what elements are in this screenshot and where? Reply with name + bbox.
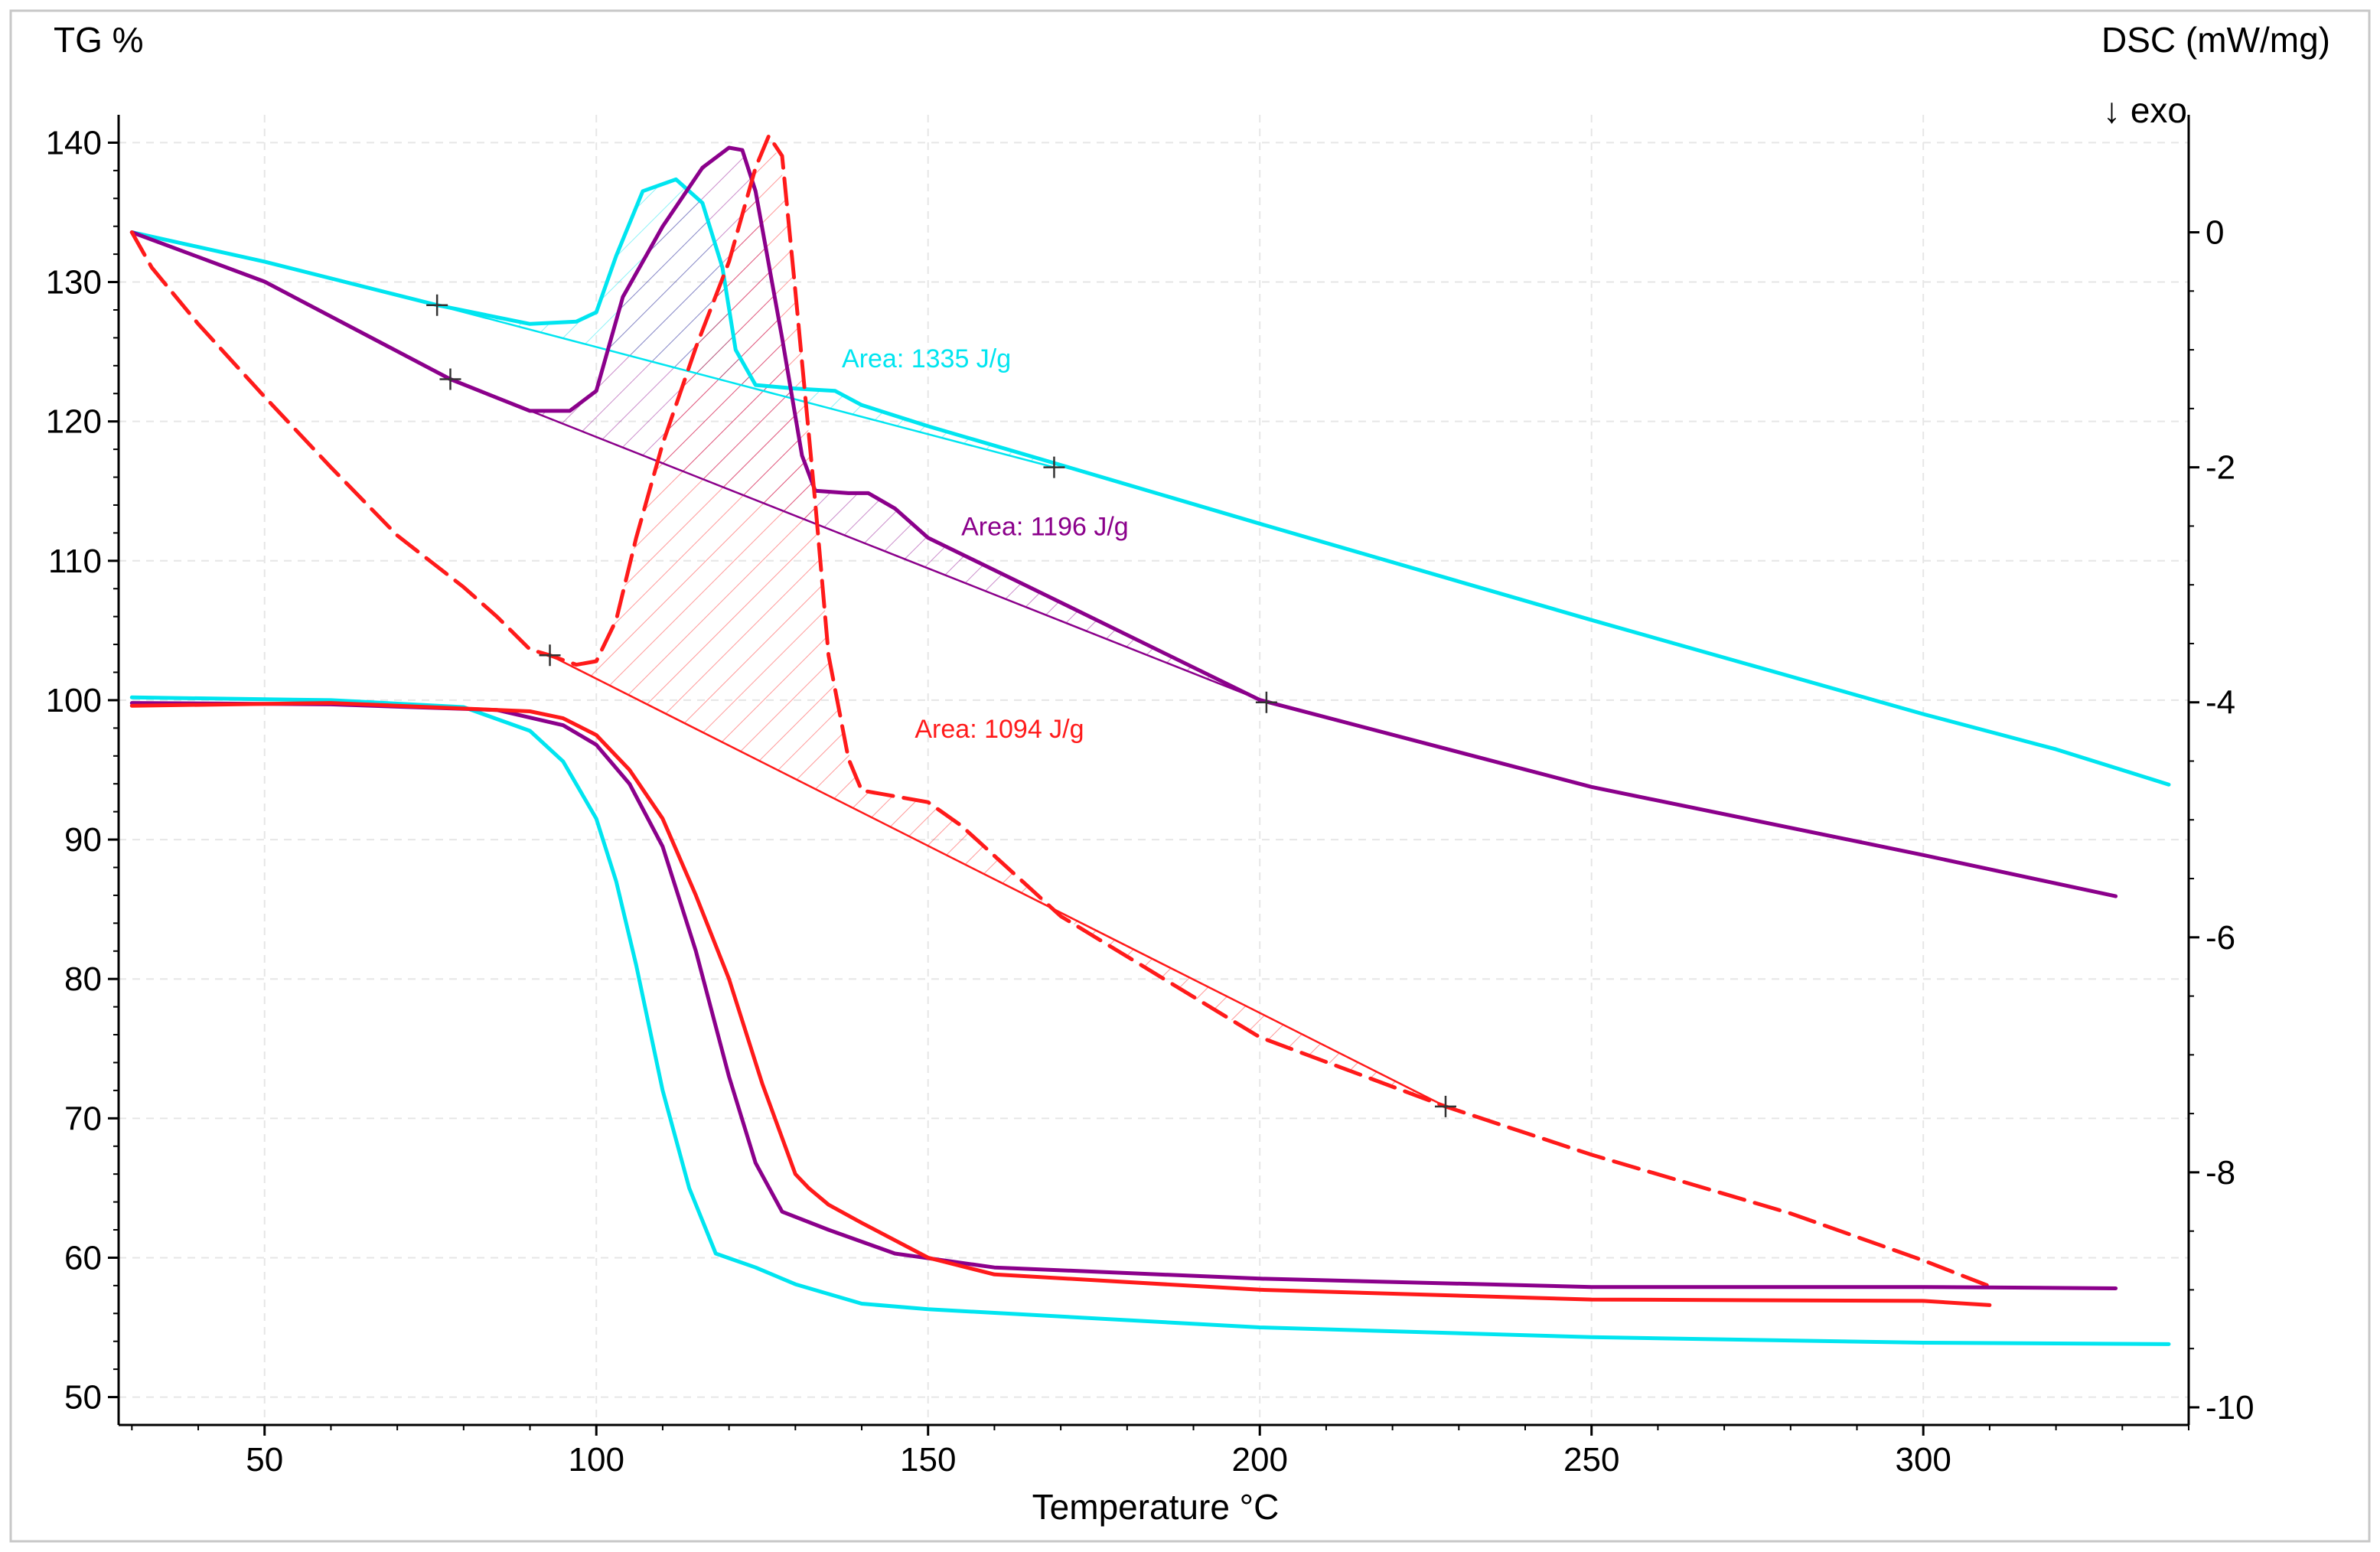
area-annotation: Area: 1335 J/g <box>842 344 1011 373</box>
integration-marker <box>439 368 461 390</box>
y-left-tick-label: 110 <box>48 543 102 580</box>
outer-border <box>9 9 2371 1543</box>
peak-area-fill <box>549 143 1446 1107</box>
axes-layer: 50 60 70 80 90 100 110 120 130 140 0 -2 -4 -6 -8 -10 50 1… <box>46 115 2254 1479</box>
y-right-tick-label: 0 <box>2206 214 2224 252</box>
series-line <box>129 701 2118 1290</box>
series-line <box>129 701 1992 1307</box>
exo-direction-label: ↓ exo <box>2103 90 2187 130</box>
y-right-tick-label: -6 <box>2206 919 2235 957</box>
integration-marker <box>426 294 448 316</box>
y-right-tick-label: -2 <box>2206 449 2235 487</box>
integration-baseline <box>549 654 1446 1108</box>
series-layer <box>129 134 2171 1346</box>
y-left-tick-label: 140 <box>46 124 102 161</box>
x-tick-label: 150 <box>900 1441 956 1479</box>
integration-baseline <box>436 304 1055 468</box>
series-line <box>129 177 2171 787</box>
grid-layer <box>119 115 2189 1425</box>
x-tick-label: 300 <box>1895 1441 1951 1479</box>
integration-baseline <box>450 378 1267 703</box>
series-line <box>129 695 2171 1346</box>
y-left-tick-label: 50 <box>64 1379 102 1417</box>
integration-marker <box>539 644 561 667</box>
integration-marker <box>1434 1095 1456 1117</box>
y-left-tick-label: 100 <box>46 682 102 719</box>
x-tick-label: 250 <box>1563 1441 1619 1479</box>
x-tick-label: 200 <box>1232 1441 1288 1479</box>
x-tick-label: 100 <box>569 1441 624 1479</box>
y-right-tick-label: -8 <box>2206 1154 2235 1192</box>
peak-area-fill <box>450 148 1267 703</box>
series-line <box>129 145 2118 898</box>
y-right-axis-title: DSC (mW/mg) <box>2101 20 2330 60</box>
y-left-tick-label: 80 <box>64 960 102 998</box>
x-axis-title: Temperature °C <box>1032 1487 1280 1527</box>
y-right-tick-label: -10 <box>2206 1389 2254 1426</box>
x-tick-label: 50 <box>246 1441 283 1479</box>
y-left-axis-title: TG % <box>54 20 144 60</box>
y-left-tick-label: 90 <box>64 821 102 859</box>
y-left-tick-label: 130 <box>46 264 102 302</box>
y-left-tick-label: 60 <box>64 1239 102 1276</box>
y-left-tick-label: 70 <box>64 1100 102 1137</box>
series-line <box>129 134 1992 1289</box>
y-left-tick-label: 120 <box>46 403 102 441</box>
area-annotation: Area: 1196 J/g <box>961 513 1129 542</box>
area-annotation: Area: 1094 J/g <box>915 715 1084 744</box>
integration-marker <box>1255 691 1277 713</box>
y-right-tick-label: -4 <box>2206 684 2235 722</box>
integration-marker <box>1043 456 1065 478</box>
peak-area-fills <box>437 143 1446 1107</box>
label-layer: TG % DSC (mW/mg) ↓ exo Temperature °C Ar… <box>54 20 2330 1527</box>
